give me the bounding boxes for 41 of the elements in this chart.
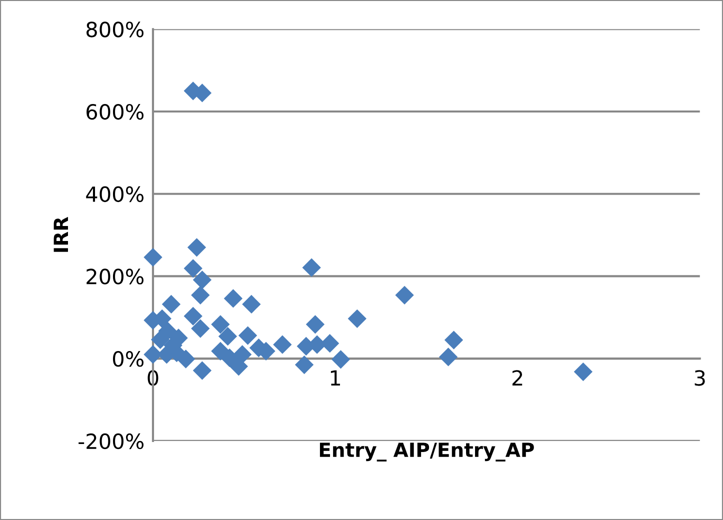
- point: [220, 348, 239, 367]
- point: [151, 330, 170, 349]
- point: [218, 327, 237, 346]
- point: [176, 350, 195, 368]
- y-tick-label: 600%: [86, 104, 144, 120]
- point: [295, 356, 314, 374]
- y-axis-title: IRR: [54, 216, 68, 252]
- point: [238, 326, 257, 345]
- point: [332, 350, 350, 368]
- point: [144, 248, 162, 266]
- point: [396, 286, 414, 304]
- point: [444, 331, 463, 350]
- point: [188, 238, 206, 256]
- x-tick-label: 2: [512, 370, 522, 386]
- y-tick-label: 800%: [86, 22, 144, 38]
- point: [320, 334, 339, 352]
- y-tick-label: -200%: [78, 433, 144, 450]
- point: [162, 295, 180, 314]
- x-axis-title: Entry_ AIP/Entry_AP: [320, 442, 534, 462]
- point: [233, 345, 252, 364]
- point: [273, 336, 292, 354]
- point: [302, 258, 321, 277]
- point: [224, 289, 242, 308]
- point: [193, 361, 212, 380]
- y-tick-label: 0%: [112, 351, 144, 367]
- point: [230, 357, 248, 376]
- point: [242, 295, 260, 314]
- point: [306, 315, 324, 334]
- x-tick-label: 3: [694, 370, 705, 386]
- point: [193, 270, 212, 289]
- point: [184, 259, 202, 278]
- point: [191, 319, 210, 338]
- point: [184, 307, 202, 326]
- x-tick-label: 1: [330, 370, 340, 386]
- point: [211, 315, 230, 334]
- y-tick-label: 400%: [86, 186, 144, 202]
- point: [348, 310, 366, 328]
- y-tick-label: 200%: [86, 268, 144, 284]
- point: [574, 362, 592, 381]
- point: [439, 348, 458, 366]
- point: [191, 286, 210, 304]
